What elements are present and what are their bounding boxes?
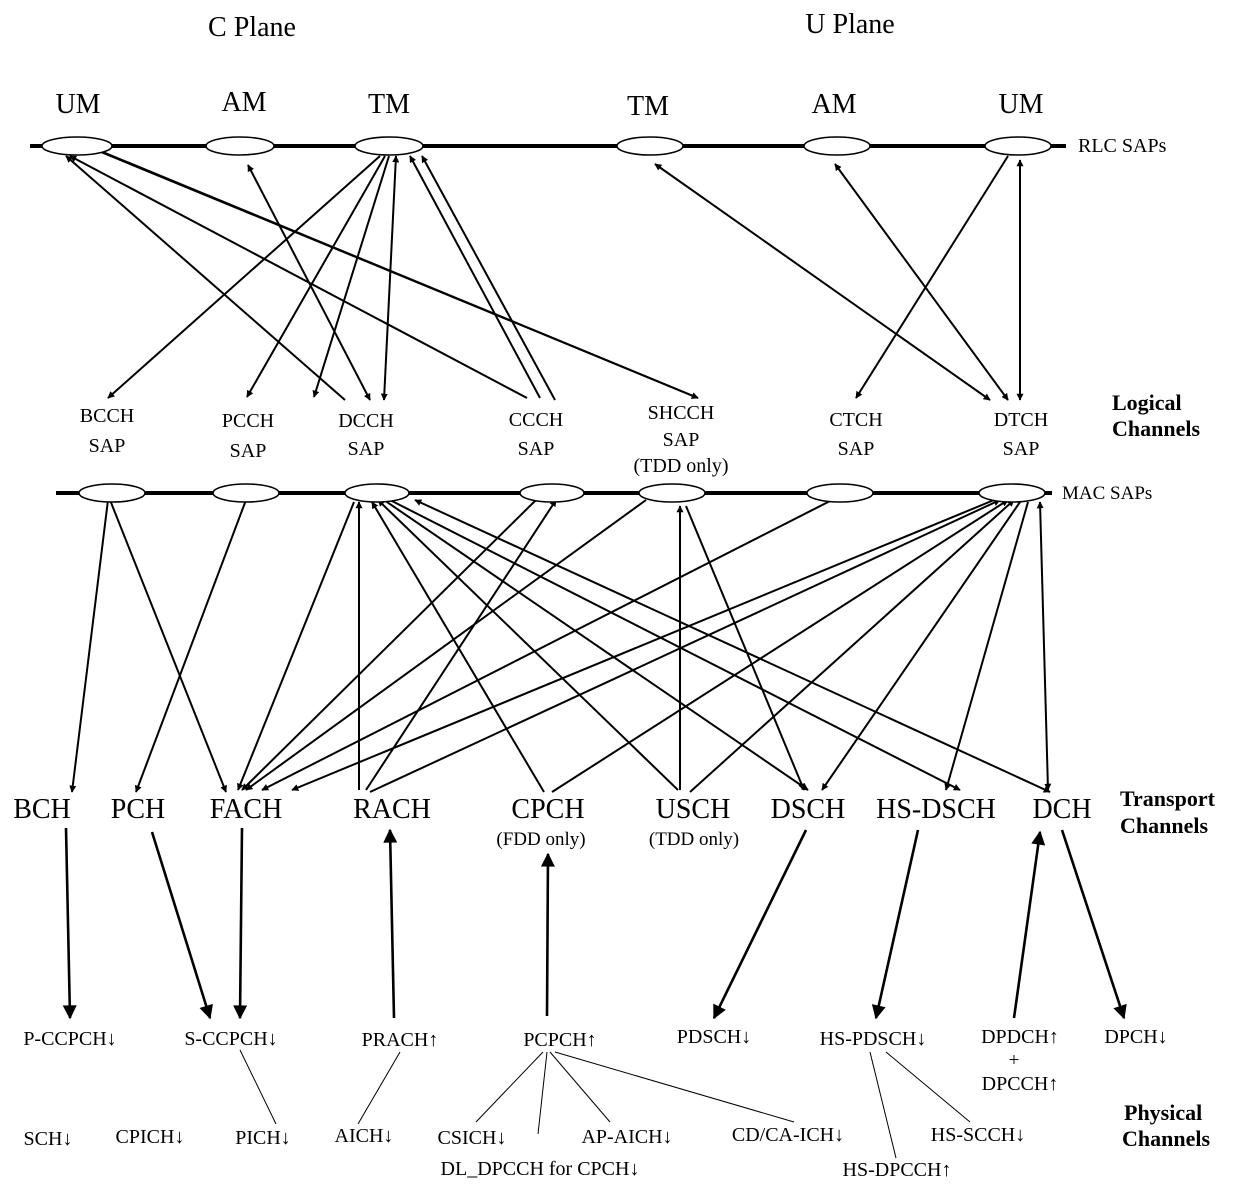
physical-pcpch: PCPCH↑ (523, 1029, 596, 1051)
transport-channels-title-2: Channels (1120, 813, 1208, 838)
logical-bcch-sap: SAP (89, 435, 126, 457)
u-plane-label: U Plane (805, 9, 894, 40)
logical-ccch: CCCH (509, 409, 563, 431)
mac-saps-label: MAC SAPs (1062, 483, 1152, 504)
physical-channels-title-2: Channels (1122, 1126, 1210, 1151)
logical-dcch: DCCH (338, 410, 394, 432)
rlc-mode-tm-c: TM (368, 89, 410, 120)
physical-p-ccpch: P-CCPCH↓ (23, 1028, 116, 1050)
physical-s-ccpch: S-CCPCH↓ (184, 1028, 277, 1050)
transport-fach: FACH (210, 794, 283, 825)
logical-channels-title-1: Logical (1112, 390, 1182, 415)
transport-physical-arrows (62, 827, 1127, 1020)
rlc-mode-am-c: AM (221, 87, 266, 118)
rlc-saps-label: RLC SAPs (1078, 135, 1167, 157)
transport-cpch-note: (FDD only) (496, 829, 585, 850)
logical-ctch: CTCH (829, 409, 882, 431)
transport-pch: PCH (111, 794, 165, 825)
rlc-logical-arrows (65, 149, 1024, 401)
physical-cd-ca-ich: CD/CA-ICH↓ (732, 1124, 844, 1146)
physical-hs-pdsch: HS-PDSCH↓ (820, 1028, 927, 1050)
transport-rach: RACH (353, 794, 431, 825)
logical-shcch-note: (TDD only) (634, 455, 729, 477)
transport-dsch: DSCH (771, 794, 846, 825)
transport-usch-note: (TDD only) (649, 829, 739, 850)
physical-plus: + (1009, 1050, 1020, 1071)
physical-cpich: CPICH↓ (116, 1126, 185, 1148)
mac-transport-arrows (69, 499, 1052, 793)
logical-bcch: BCCH (80, 405, 134, 427)
physical-pich: PICH↓ (235, 1127, 291, 1149)
logical-ccch-sap: SAP (518, 438, 555, 460)
transport-usch: USCH (656, 794, 731, 825)
physical-sch: SCH↓ (24, 1128, 73, 1150)
logical-pcch: PCCH (222, 410, 274, 432)
physical-csich: CSICH↓ (438, 1127, 507, 1149)
logical-dtch: DTCH (994, 409, 1048, 431)
physical-dl-dpcch-for-cpch: DL_DPCCH for CPCH↓ (441, 1158, 640, 1180)
rlc-mode-um-c: UM (55, 89, 100, 120)
c-plane-label: C Plane (208, 12, 296, 43)
physical-aich: AICH↓ (335, 1125, 394, 1147)
logical-channels-title-2: Channels (1112, 416, 1200, 441)
rlc-sap-ellipses (41, 136, 1052, 156)
logical-ctch-sap: SAP (838, 438, 875, 460)
physical-dpch: DPCH↓ (1104, 1026, 1167, 1048)
transport-channels-title-1: Transport (1120, 786, 1216, 811)
physical-channels-title-1: Physical (1124, 1100, 1202, 1125)
rlc-mode-um-u: UM (998, 89, 1043, 120)
physical-prach: PRACH↑ (362, 1029, 439, 1051)
rlc-mode-am-u: AM (811, 89, 856, 120)
physical-hs-dpcch: HS-DPCCH↑ (843, 1159, 952, 1181)
logical-pcch-sap: SAP (230, 440, 267, 462)
physical-pdsch: PDSCH↓ (677, 1026, 751, 1048)
physical-hs-scch: HS-SCCH↓ (931, 1124, 1025, 1146)
transport-dch: DCH (1032, 794, 1091, 825)
transport-bch: BCH (13, 794, 71, 825)
physical-ap-aich: AP-AICH↓ (581, 1126, 672, 1148)
logical-dtch-sap: SAP (1003, 438, 1040, 460)
physical-association-lines (239, 1049, 971, 1159)
transport-cpch: CPCH (511, 794, 584, 825)
physical-dpcch: DPCCH↑ (982, 1073, 1059, 1095)
transport-hs-dsch: HS-DSCH (876, 794, 996, 825)
mac-sap-ellipses (78, 483, 1046, 503)
physical-dpdch: DPDCH↑ (981, 1026, 1059, 1048)
logical-dcch-sap: SAP (348, 438, 385, 460)
logical-shcch: SHCCH (648, 402, 715, 424)
rlc-mode-tm-u: TM (627, 91, 669, 122)
logical-shcch-sap: SAP (663, 429, 700, 451)
